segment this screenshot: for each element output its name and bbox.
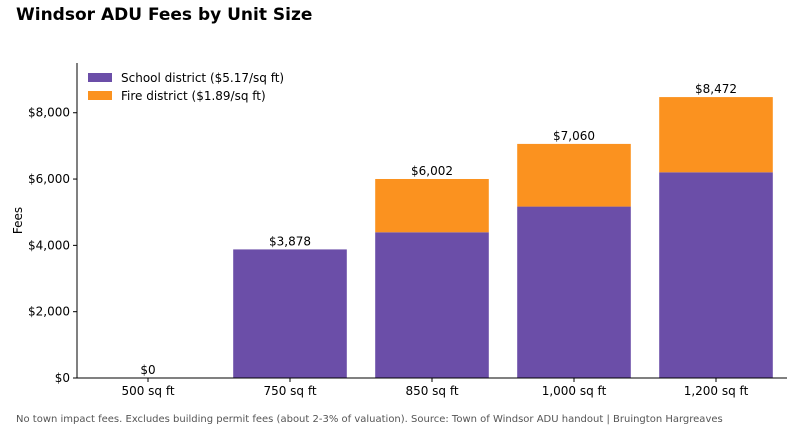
- bar-fire-4: [659, 97, 773, 173]
- bar-school-2: [375, 232, 489, 378]
- y-axis-label: Fees: [11, 207, 25, 234]
- chart-caption: No town impact fees. Excludes building p…: [16, 414, 723, 425]
- axes-layer: 500 sq ft 750 sq ft 850 sq ft 1,000 sq ft 1,…: [11, 63, 787, 398]
- y-tick-label: $4,000: [28, 238, 70, 252]
- total-label: $6,002: [411, 164, 453, 178]
- chart-title: Windsor ADU Fees by Unit Size: [16, 5, 313, 25]
- y-tick-label: $2,000: [28, 305, 70, 319]
- bar-school-1: [233, 249, 347, 378]
- y-tick-label: $6,000: [28, 172, 70, 186]
- total-label: $8,472: [695, 82, 737, 96]
- bar-fire-3: [517, 143, 631, 207]
- bar-school-4: [659, 172, 773, 378]
- legend-label: School district ($5.17/sq ft): [121, 71, 284, 85]
- total-label: $0: [140, 363, 155, 377]
- y-tick-label: $0: [55, 371, 70, 385]
- bars-layer: [233, 97, 773, 378]
- x-tick-label: 500 sq ft: [121, 384, 174, 398]
- bar-school-3: [517, 206, 631, 378]
- x-tick-label: 750 sq ft: [263, 384, 316, 398]
- x-tick-label: 1,200 sq ft: [684, 384, 749, 398]
- y-tick-label: $8,000: [28, 106, 70, 120]
- legend-swatch: [88, 91, 112, 100]
- labels-layer: $0 $3,878 $6,002 $7,060 $8,472: [140, 82, 737, 377]
- legend: School district ($5.17/sq ft) Fire distri…: [88, 71, 284, 103]
- legend-label: Fire district ($1.89/sq ft): [121, 89, 266, 103]
- bar-fire-2: [375, 178, 489, 233]
- legend-swatch: [88, 73, 112, 82]
- x-tick-label: 850 sq ft: [405, 384, 458, 398]
- total-label: $7,060: [553, 129, 595, 143]
- x-tick-label: 1,000 sq ft: [542, 384, 607, 398]
- total-label: $3,878: [269, 234, 311, 248]
